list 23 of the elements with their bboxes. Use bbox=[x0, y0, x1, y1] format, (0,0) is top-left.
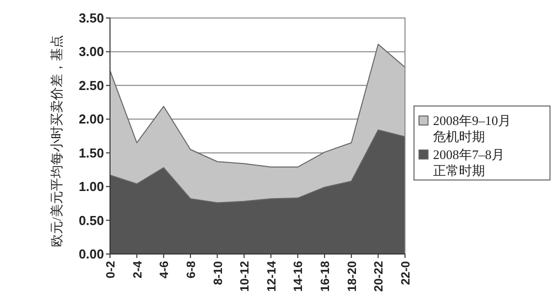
y-axis-title: 欧元/美元平均每小时买卖价差，基点 bbox=[49, 35, 64, 247]
y-tick-label: 0.50 bbox=[78, 212, 104, 228]
y-tick-label: 2.00 bbox=[78, 112, 104, 127]
legend-label: 2008年7–8月正常时期 bbox=[433, 147, 504, 178]
x-tick-label: 22-0 bbox=[398, 260, 412, 286]
legend-label: 2008年9–10月危机时期 bbox=[433, 113, 511, 144]
x-tick-label: 10-12 bbox=[238, 260, 252, 292]
x-tick-label: 16-18 bbox=[318, 260, 332, 292]
x-tick-label: 4-6 bbox=[157, 260, 172, 278]
x-tick-label: 20-22 bbox=[372, 260, 386, 292]
y-tick-label: 0.00 bbox=[78, 246, 104, 262]
y-tick-label: 2.50 bbox=[78, 78, 104, 93]
x-tick-label: 6-8 bbox=[184, 260, 198, 278]
x-tick-label: 2-4 bbox=[130, 260, 144, 278]
x-tick-label: 12-14 bbox=[264, 260, 278, 292]
x-tick-label: 18-20 bbox=[344, 260, 359, 292]
x-tick-label: 0-2 bbox=[104, 260, 118, 278]
y-tick-label: 1.00 bbox=[78, 179, 104, 194]
y-tick-label: 1.50 bbox=[78, 145, 104, 160]
x-tick-label: 8-10 bbox=[210, 260, 225, 286]
y-tick-label: 3.50 bbox=[78, 10, 104, 26]
y-tick-label: 3.00 bbox=[78, 44, 104, 60]
x-tick-label: 14-16 bbox=[291, 260, 306, 292]
